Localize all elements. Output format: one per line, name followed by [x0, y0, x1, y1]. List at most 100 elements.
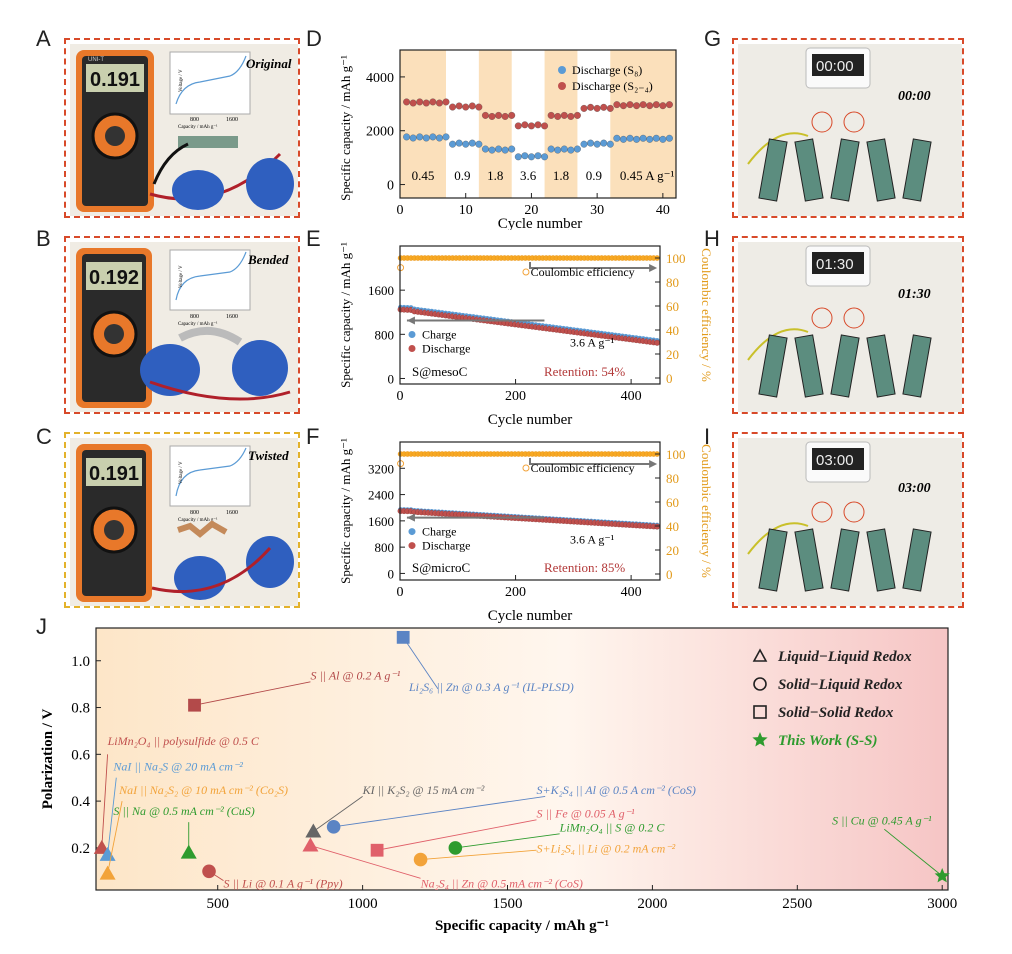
y2-tick-label: 60 — [666, 495, 679, 510]
discharge-point — [654, 523, 661, 530]
point-label: S || Al @ 0.2 A g⁻¹ — [310, 668, 400, 682]
y2-tick-label: 60 — [666, 299, 679, 314]
probe-lead-black — [152, 142, 189, 185]
legend-marker-ce — [522, 464, 530, 472]
square-marker — [396, 630, 410, 644]
sample-name: S@mesoC — [412, 364, 467, 379]
retention-value: Retention: 54% — [544, 364, 625, 379]
data-point — [455, 139, 463, 147]
x-axis-label: Cycle number — [488, 608, 573, 624]
leader-line — [420, 849, 537, 861]
x-tick-label: 2500 — [782, 896, 812, 912]
data-point — [481, 111, 489, 119]
x-tick-label: 0 — [397, 389, 404, 404]
led-light — [811, 111, 833, 133]
legend-label-ce: Coulombic efficiency — [531, 461, 635, 475]
legend-label-discharge: Discharge — [422, 539, 470, 553]
rate-label: 1.8 — [487, 168, 503, 183]
data-points — [403, 98, 673, 161]
data-point — [619, 135, 627, 143]
data-point — [587, 139, 595, 147]
data-point — [449, 140, 457, 148]
data-point — [422, 99, 430, 107]
data-point — [600, 139, 608, 147]
data-point — [652, 134, 660, 142]
data-point — [587, 103, 595, 111]
data-point — [449, 103, 457, 111]
data-points — [397, 255, 661, 346]
data-point — [633, 135, 641, 143]
circle-marker — [326, 820, 341, 834]
arrow-head — [649, 460, 658, 468]
leader-line — [377, 819, 537, 851]
photo-panel-c: 0.191 Voltage / V 800 1600 Capacity / mA… — [64, 432, 300, 608]
data-point — [527, 122, 535, 130]
data-point — [501, 113, 509, 120]
data-point — [639, 134, 647, 142]
y-tick-label: 2400 — [368, 488, 394, 503]
data-point — [560, 111, 568, 119]
rate-label: 0.45 — [412, 168, 435, 183]
data-point — [619, 102, 627, 110]
star-marker — [934, 868, 950, 883]
data-point — [514, 122, 522, 130]
data-point — [534, 121, 542, 129]
cycling-chart-mesoc: 0 200 400 0 800 1600 0 20 40 60 80 100 Cycle number S… — [338, 242, 714, 428]
inset-tick-800: 800 — [190, 117, 199, 123]
legend-triangle — [752, 648, 768, 662]
data-point — [501, 146, 509, 154]
data-point — [554, 113, 562, 120]
data-point — [554, 146, 562, 154]
data-point — [508, 111, 516, 119]
svg-text:Voltage / V: Voltage / V — [179, 265, 184, 288]
data-point — [573, 145, 581, 153]
leader-line — [107, 801, 123, 874]
data-point — [606, 104, 614, 112]
x-tick-label: 400 — [621, 585, 642, 600]
x-tick-label: 10 — [459, 203, 473, 218]
photo-panel-g: 00:00 00:00 — [732, 38, 964, 218]
triangle-marker — [99, 865, 116, 880]
axes: 0 200 400 0 800 1600 0 20 40 60 80 100 — [368, 245, 686, 404]
star-marker — [752, 732, 768, 747]
point-label: S || Fe @ 0.05 A g⁻¹ — [536, 806, 635, 820]
data-point — [508, 145, 516, 153]
svg-text:1600: 1600 — [226, 510, 238, 516]
arrow-head — [406, 513, 415, 522]
data-point — [468, 139, 476, 147]
point-label: KI || K₂S₂ @ 15 mA cm⁻² — [362, 783, 485, 797]
y-tick-label: 0.2 — [71, 841, 90, 857]
square-marker — [188, 698, 201, 712]
data-point — [541, 153, 549, 161]
cycling-chart-microc: 0 200 400 0 800 1600 2400 3200 0 20 40 60 80 100 Cycle… — [338, 438, 714, 624]
legend-label-charge: Charge — [422, 328, 456, 342]
data-point — [481, 145, 489, 153]
data-point — [646, 135, 654, 143]
x-tick-label: 500 — [206, 896, 229, 912]
photo-label-original: Original — [246, 56, 292, 71]
legend-marker-ce — [522, 268, 530, 276]
svg-text:1600: 1600 — [226, 314, 238, 320]
data-point — [580, 140, 588, 148]
y-tick-label: 0 — [388, 371, 395, 386]
data-point — [521, 121, 529, 129]
data-point — [659, 135, 667, 143]
leader-line — [455, 833, 560, 849]
photo-panel-i: 03:00 03:00 — [732, 432, 964, 608]
timer-display — [812, 54, 864, 76]
triangle-marker — [302, 837, 319, 852]
x-tick-label: 200 — [505, 585, 526, 600]
data-point — [468, 102, 476, 110]
leader-line — [402, 637, 439, 690]
panel-letter-c: C — [36, 424, 52, 449]
y-tick-label: 0 — [388, 566, 395, 581]
x-tick-label: 30 — [590, 203, 604, 218]
data-point — [455, 102, 463, 110]
discharge-point — [654, 339, 661, 346]
y-tick-label: 800 — [375, 327, 395, 342]
photo-panel-b: 0.192 Voltage / V 800 1600 Capacity / mA… — [64, 236, 300, 414]
data-point — [567, 146, 575, 154]
point-label: S || Li @ 0.1 A g⁻¹ (Ppy) — [224, 877, 343, 891]
panel-letter-d: D — [306, 26, 322, 51]
multimeter-scene-a: UNI-T 0.191 Voltage / V 800 1600 Capacit… — [70, 44, 298, 216]
